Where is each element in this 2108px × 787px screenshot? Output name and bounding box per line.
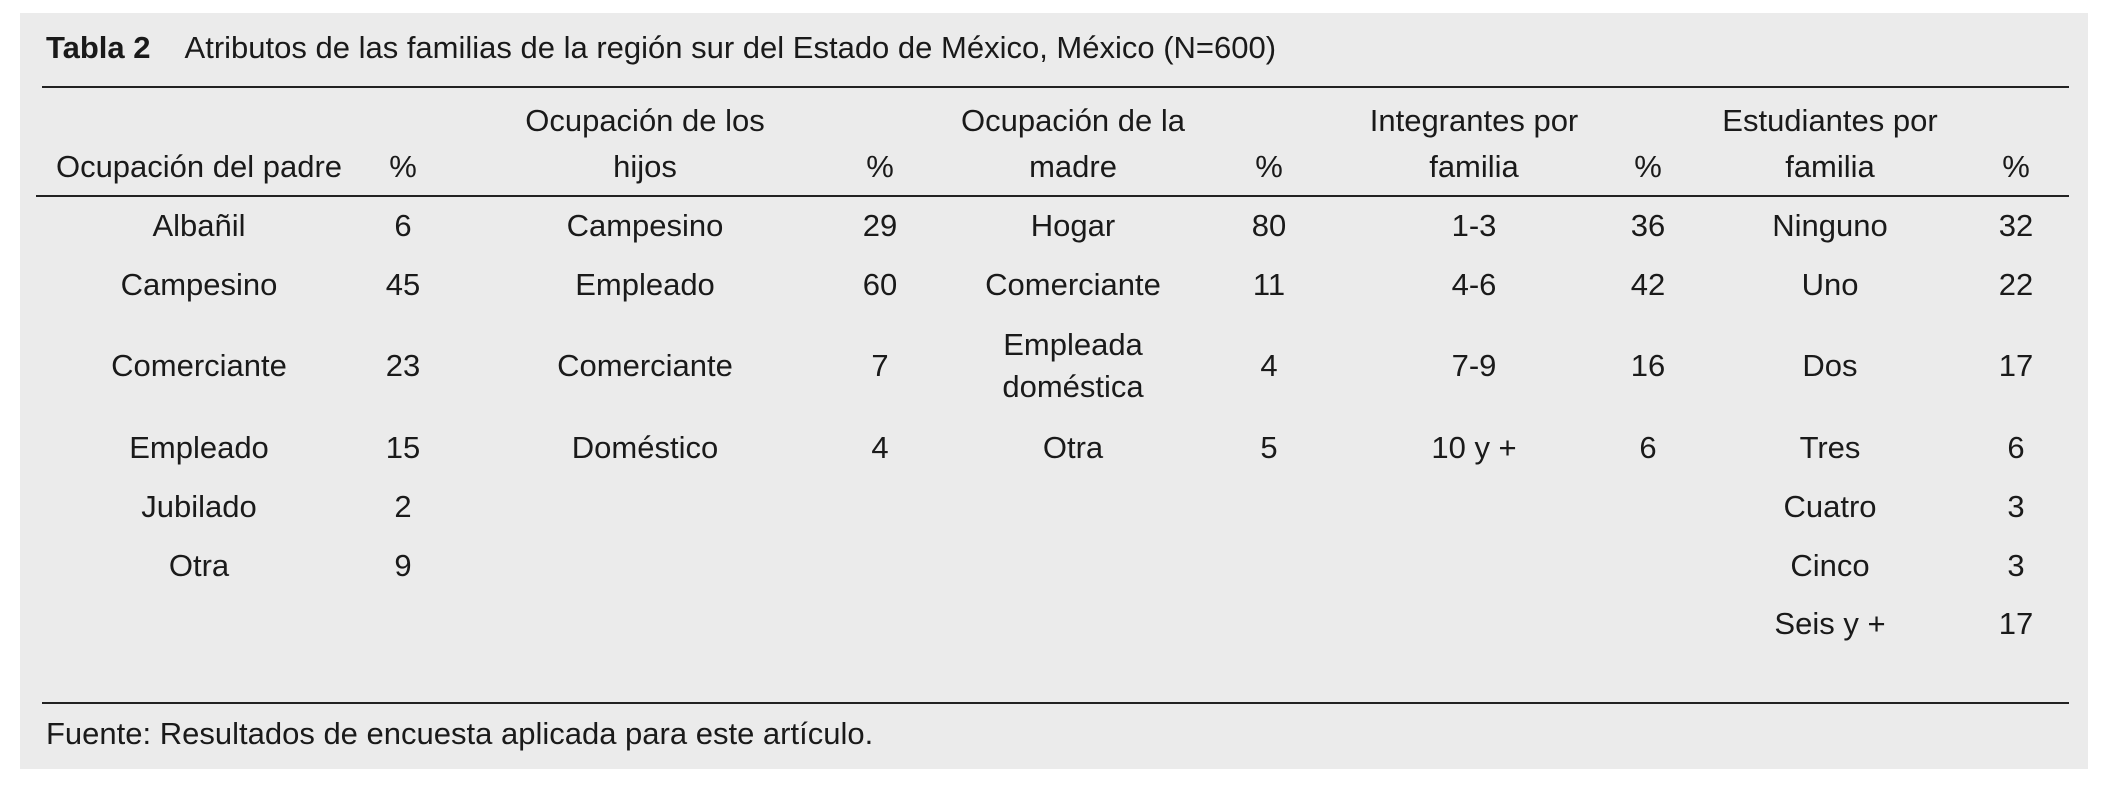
bottom-rule [42, 702, 2069, 704]
row-label: Ninguno [1772, 208, 1888, 243]
row-value: 29 [862, 208, 898, 243]
row-label: 4-6 [1451, 267, 1497, 302]
row-label: 10 y + [1431, 430, 1517, 465]
table-panel [20, 13, 2088, 769]
row-label: Doméstico [571, 430, 719, 465]
row-value: 32 [1998, 208, 2034, 243]
table-label: Tabla 2 [46, 30, 151, 65]
row-value: 42 [1630, 267, 1666, 302]
table-title: Atributos de las familias de la región s… [184, 30, 1277, 65]
row-value: 17 [1998, 606, 2034, 641]
row-label: Otra [168, 548, 230, 583]
row-value: 3 [2007, 489, 2025, 524]
row-value: 80 [1251, 208, 1287, 243]
row-label: Empleado [575, 267, 715, 302]
row-value: 2 [394, 489, 412, 524]
unit-header: % [2002, 149, 2030, 184]
row-label: Cinco [1790, 548, 1870, 583]
row-label: Uno [1801, 267, 1859, 302]
row-value: 36 [1630, 208, 1666, 243]
row-value: 17 [1998, 348, 2034, 383]
row-value: 6 [394, 208, 412, 243]
footnote: Fuente: Resultados de encuesta aplicada … [46, 716, 874, 751]
row-label: Empleado [129, 430, 269, 465]
top-rule [42, 86, 2069, 88]
row-label: 7-9 [1451, 348, 1497, 383]
header-rule [36, 195, 2069, 197]
column-header: Estudiantes por familia [1722, 103, 1938, 184]
unit-header: % [866, 149, 894, 184]
row-label: Empleada doméstica [1002, 327, 1144, 404]
row-value: 23 [385, 348, 421, 383]
row-value: 5 [1260, 430, 1278, 465]
row-label: Comerciante [985, 267, 1161, 302]
row-label: Cuatro [1783, 489, 1877, 524]
row-value: 7 [871, 348, 889, 383]
row-value: 4 [1260, 348, 1278, 383]
row-value: 6 [2007, 430, 2025, 465]
row-label: Hogar [1030, 208, 1116, 243]
row-value: 4 [871, 430, 889, 465]
row-value: 9 [394, 548, 412, 583]
row-label: Tres [1799, 430, 1861, 465]
column-header: Ocupación del padre [55, 149, 343, 184]
row-value: 60 [862, 267, 898, 302]
row-label: Comerciante [557, 348, 733, 383]
row-value: 15 [385, 430, 421, 465]
row-label: Albañil [152, 208, 246, 243]
row-value: 16 [1630, 348, 1666, 383]
row-value: 45 [385, 267, 421, 302]
unit-header: % [389, 149, 417, 184]
column-header: Ocupación de los hijos [525, 103, 765, 184]
row-label: Otra [1042, 430, 1104, 465]
row-value: 11 [1252, 267, 1286, 302]
row-value: 22 [1998, 267, 2034, 302]
row-label: Comerciante [111, 348, 287, 383]
column-header: Ocupación de la madre [960, 103, 1186, 184]
column-header: Integrantes por familia [1369, 103, 1579, 184]
row-value: 3 [2007, 548, 2025, 583]
row-label: Campesino [566, 208, 724, 243]
row-label: 1-3 [1451, 208, 1497, 243]
row-label: Seis y + [1774, 606, 1886, 641]
unit-header: % [1255, 149, 1283, 184]
unit-header: % [1634, 149, 1662, 184]
row-label: Dos [1802, 348, 1858, 383]
table-caption: Tabla 2 Atributos de las familias de la r… [46, 30, 1276, 66]
row-label: Campesino [120, 267, 278, 302]
row-value: 6 [1639, 430, 1657, 465]
row-label: Jubilado [141, 489, 257, 524]
